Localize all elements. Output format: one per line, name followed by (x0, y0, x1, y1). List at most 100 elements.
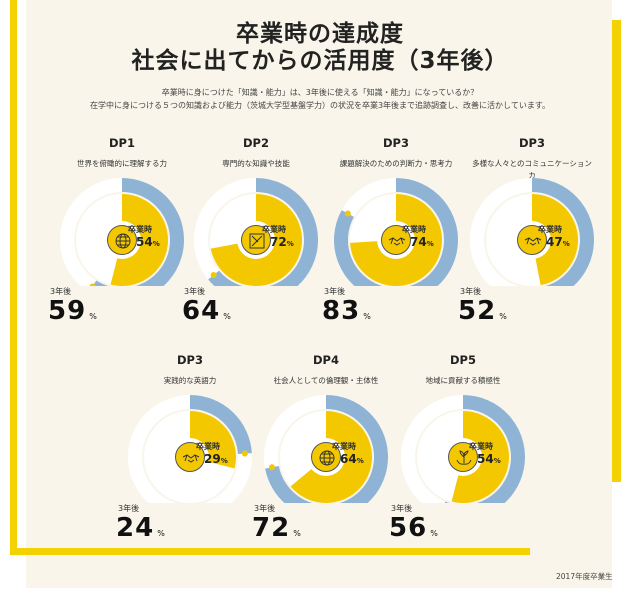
three-years-label: 3年後 (118, 504, 140, 513)
donut-svg (128, 395, 252, 503)
graduation-label: 卒業時 (128, 225, 152, 234)
donut-svg (401, 395, 525, 503)
handshake-icon (517, 225, 547, 255)
graduation-number: 29 (204, 452, 221, 466)
arc-end-marker (210, 272, 217, 279)
dp-name-label: 専門的な知識や技能 (222, 159, 290, 168)
graduation-unit: % (426, 240, 434, 248)
arc-end-marker (241, 450, 248, 457)
donut-chart: DP3 多様な人々とのコミュニケーションカ 卒業時 47% 3年後 52% (458, 136, 602, 351)
dp-code-label: DP3 (383, 136, 409, 150)
graduation-number: 54 (136, 235, 153, 249)
three-years-number: 24 (116, 513, 155, 543)
arc-end-marker (344, 210, 351, 217)
three-years-value: 59% (48, 296, 97, 326)
three-years-value: 72% (252, 513, 301, 543)
frame-border-right (612, 20, 621, 482)
donut-chart: DP5 地域に貢献する積極性卒業時 54% 3年後 56% (389, 353, 533, 568)
graduation-number: 72 (270, 235, 287, 249)
dp-code-label: DP3 (177, 353, 203, 367)
dp-name-label: 多様な人々とのコミュニケーションカ (472, 159, 592, 180)
dp-name-label: 世界を俯瞰的に理解する力 (77, 159, 167, 168)
lead-text: 卒業時に身につけた「知識・能力」は、3年後に使える「知識・能力」になっているか？… (0, 86, 640, 112)
plant-hands-icon (448, 442, 478, 472)
three-years-value: 24% (116, 513, 165, 543)
three-years-label: 3年後 (391, 504, 413, 513)
graduation-unit: % (152, 240, 160, 248)
graduation-sector (532, 194, 578, 286)
dp-name-label: 実践的な英語力 (163, 376, 217, 385)
three-years-number: 56 (389, 513, 428, 543)
graduation-unit: % (286, 240, 294, 248)
graduation-unit: % (493, 457, 501, 465)
graduation-value: 72% (270, 235, 294, 249)
three-years-label: 3年後 (324, 287, 346, 296)
three-years-label: 3年後 (254, 504, 276, 513)
dp-name-label: 地域に貢献する積極性 (425, 376, 501, 385)
graduation-label: 卒業時 (262, 225, 286, 234)
graduation-unit: % (562, 240, 570, 248)
three-years-number: 59 (48, 296, 87, 326)
arc-end-marker (268, 464, 275, 471)
three-years-value: 52% (458, 296, 507, 326)
donut-chart: DP3 実践的な英語力 卒業時 29% 3年後 24% (116, 353, 260, 568)
graduation-number: 74 (410, 235, 427, 249)
three-years-unit: % (363, 312, 371, 321)
donut-svg (470, 178, 594, 286)
globe-hand-icon (311, 442, 341, 472)
handshake-icon (381, 225, 411, 255)
after-3-years-arc (265, 395, 388, 503)
handshake-icon (175, 442, 205, 472)
frame-border-bottom (10, 548, 530, 555)
three-years-value: 64% (182, 296, 231, 326)
after-3-years-arc (208, 178, 318, 286)
donut-svg (334, 178, 458, 286)
dp-code-label: DP2 (243, 136, 269, 150)
three-years-value: 83% (322, 296, 371, 326)
graduation-label: 卒業時 (538, 225, 562, 234)
three-years-number: 52 (458, 296, 497, 326)
dp-name-label: 課題解決のための判断力・思考力 (339, 159, 453, 168)
graduation-label: 卒業時 (402, 225, 426, 234)
arc-end-marker (89, 283, 96, 286)
footnote: 2017年度卒業生 (556, 572, 613, 581)
dp-code-label: DP3 (519, 136, 545, 150)
three-years-unit: % (157, 529, 165, 538)
dp-code-label: DP5 (450, 353, 476, 367)
donut-svg (264, 395, 388, 503)
donut-chart: DP4 社会人としての倫理観・主体性卒業時 64% 3年後 72% (252, 353, 396, 568)
after-3-years-arc (92, 178, 184, 286)
graduation-unit: % (220, 457, 228, 465)
dp-code-label: DP1 (109, 136, 135, 150)
three-years-unit: % (89, 312, 97, 321)
graduation-number: 64 (340, 452, 357, 466)
graduation-number: 47 (546, 235, 563, 249)
three-years-label: 3年後 (184, 287, 206, 296)
three-years-unit: % (499, 312, 507, 321)
graduation-number: 54 (477, 452, 494, 466)
graduation-label: 卒業時 (332, 442, 356, 451)
donut-svg (194, 178, 318, 286)
dp-code-label: DP4 (313, 353, 339, 367)
graduation-label: 卒業時 (469, 442, 493, 451)
donut-chart: DP1 世界を俯瞰的に理解する力卒業時 54% 3年後 59% (48, 136, 192, 351)
lead-line-2: 在学中に身につける５つの知識および能力（茨城大学型基盤学力）の状況を卒業3年後ま… (89, 101, 551, 110)
graduation-value: 47% (546, 235, 570, 249)
three-years-number: 64 (182, 296, 221, 326)
dp-name-label: 社会人としての倫理観・主体性 (273, 376, 379, 385)
three-years-unit: % (430, 529, 438, 538)
after-3-years-arc (531, 178, 594, 286)
lead-line-1: 卒業時に身につけた「知識・能力」は、3年後に使える「知識・能力」になっているか？ (161, 88, 479, 97)
globe-icon (107, 225, 137, 255)
donut-svg (60, 178, 184, 286)
three-years-label: 3年後 (50, 287, 72, 296)
after-3-years-arc (189, 395, 252, 455)
three-years-unit: % (293, 529, 301, 538)
three-years-value: 56% (389, 513, 438, 543)
graduation-value: 54% (136, 235, 160, 249)
donut-chart: DP2 専門的な知識や技能卒業時 72% 3年後 64% (182, 136, 326, 351)
three-years-unit: % (223, 312, 231, 321)
tools-icon (241, 225, 271, 255)
graduation-value: 29% (204, 452, 228, 466)
